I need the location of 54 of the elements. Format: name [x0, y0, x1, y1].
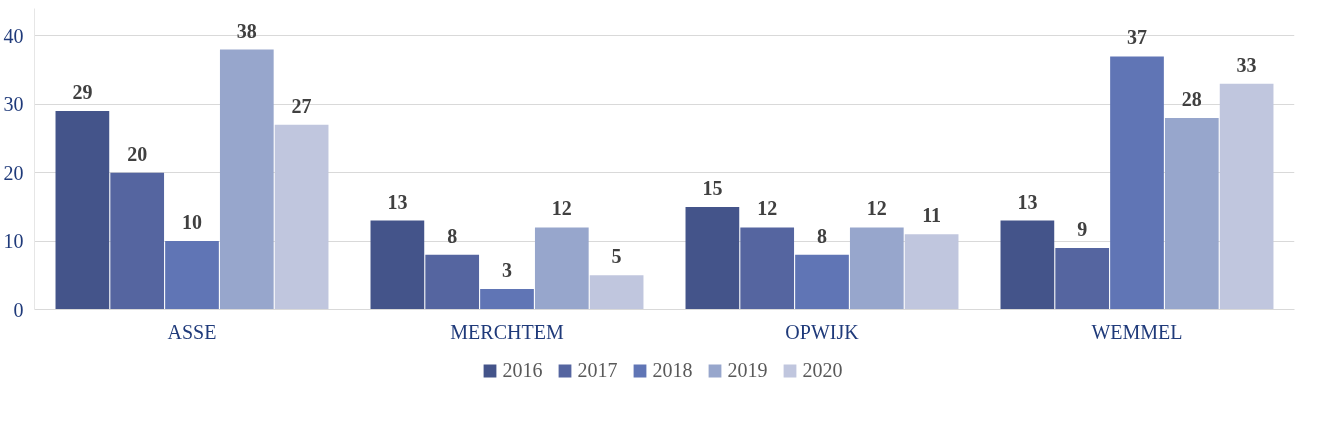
bar: [1164, 117, 1219, 310]
bar: [274, 124, 329, 310]
data-label: 28: [1181, 87, 1202, 110]
data-label: 15: [702, 176, 723, 199]
legend-label: 2016: [502, 358, 543, 382]
y-tick-label: 30: [3, 93, 24, 116]
data-label: 13: [1017, 190, 1038, 213]
data-label: 13: [387, 190, 408, 213]
bar: [425, 254, 480, 310]
x-tick-label: MERCHTEM: [450, 320, 564, 343]
y-tick-label: 40: [3, 24, 24, 47]
data-label: 12: [866, 197, 887, 220]
data-label: 11: [922, 204, 942, 227]
bar: [1000, 220, 1055, 310]
data-label: 3: [502, 258, 512, 281]
y-tick-label: 10: [3, 230, 24, 253]
bar: [1110, 56, 1164, 310]
bar: [480, 288, 534, 310]
bar: [904, 234, 959, 310]
bar: [1055, 247, 1110, 310]
data-label: 5: [611, 245, 622, 268]
x-tick-label: ASSE: [167, 320, 217, 343]
bar: [849, 227, 904, 310]
bar: [165, 241, 219, 310]
data-label: 12: [757, 197, 778, 220]
data-label: 27: [291, 94, 312, 117]
x-tick-label: WEMMEL: [1091, 320, 1183, 343]
data-label: 8: [447, 224, 458, 247]
data-label: 12: [551, 197, 572, 220]
data-label: 29: [72, 81, 93, 104]
legend-label: 2018: [652, 358, 693, 382]
legend-label: 2019: [727, 358, 768, 382]
y-tick-label: 0: [13, 298, 24, 321]
data-label: 9: [1077, 217, 1088, 240]
data-label: 8: [817, 224, 827, 247]
bar: [589, 275, 644, 310]
bar: [1219, 83, 1274, 310]
data-label: 38: [236, 19, 257, 42]
bar: [219, 49, 274, 310]
legend-label: 2017: [577, 358, 618, 382]
bar: [370, 220, 425, 310]
data-label: 37: [1127, 26, 1147, 49]
data-label: 33: [1236, 53, 1257, 76]
bar: [55, 111, 110, 310]
data-label: 10: [182, 211, 202, 234]
legend-label: 2020: [802, 358, 843, 382]
bar: [685, 206, 740, 310]
bar: [740, 227, 795, 310]
data-label: 20: [127, 142, 148, 165]
bar: [534, 227, 589, 310]
x-tick-label: OPWIJK: [785, 320, 860, 343]
y-tick-label: 20: [3, 161, 24, 184]
bar: [795, 254, 849, 310]
bar: [110, 172, 165, 310]
